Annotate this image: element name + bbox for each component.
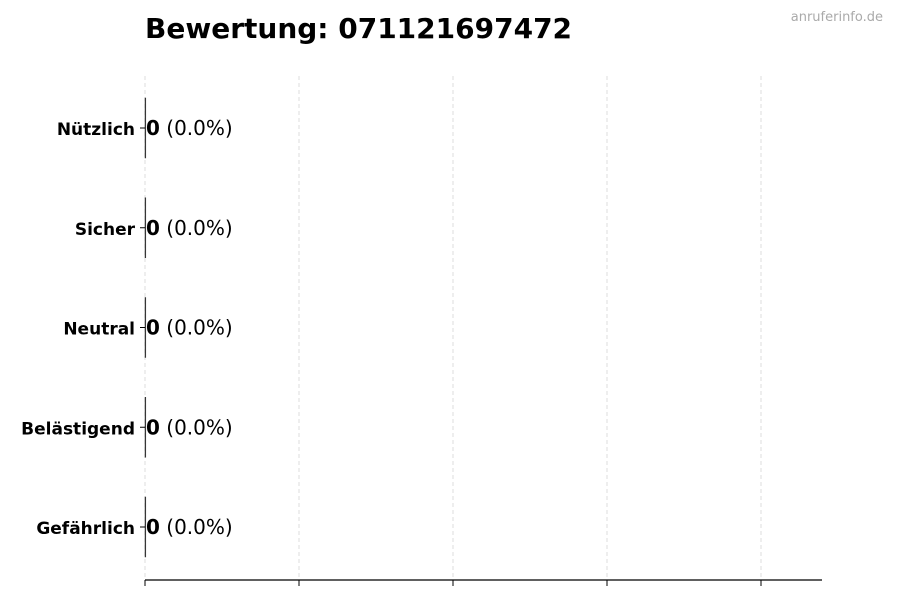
watermark: anruferinfo.de (790, 10, 883, 25)
percent-label: (0.0%) (160, 515, 233, 539)
value-label: 0 (0.0%) (146, 415, 233, 439)
chart-title: Bewertung: 071121697472 (145, 12, 573, 45)
value-label: 0 (0.0%) (146, 515, 233, 539)
percent-label: (0.0%) (160, 316, 233, 340)
percent-label: (0.0%) (160, 415, 233, 439)
category-label: Neutral (63, 320, 135, 340)
category-label: Nützlich (57, 120, 135, 140)
count-label: 0 (146, 116, 160, 140)
value-label: 0 (0.0%) (146, 116, 233, 140)
percent-label: (0.0%) (160, 216, 233, 240)
percent-label: (0.0%) (160, 116, 233, 140)
value-label: 0 (0.0%) (146, 216, 233, 240)
count-label: 0 (146, 415, 160, 439)
count-label: 0 (146, 515, 160, 539)
category-label: Belästigend (21, 419, 135, 439)
count-label: 0 (146, 316, 160, 340)
category-label: Sicher (75, 220, 136, 240)
value-label: 0 (0.0%) (146, 316, 233, 340)
category-label: Gefährlich (36, 519, 135, 539)
count-label: 0 (146, 216, 160, 240)
